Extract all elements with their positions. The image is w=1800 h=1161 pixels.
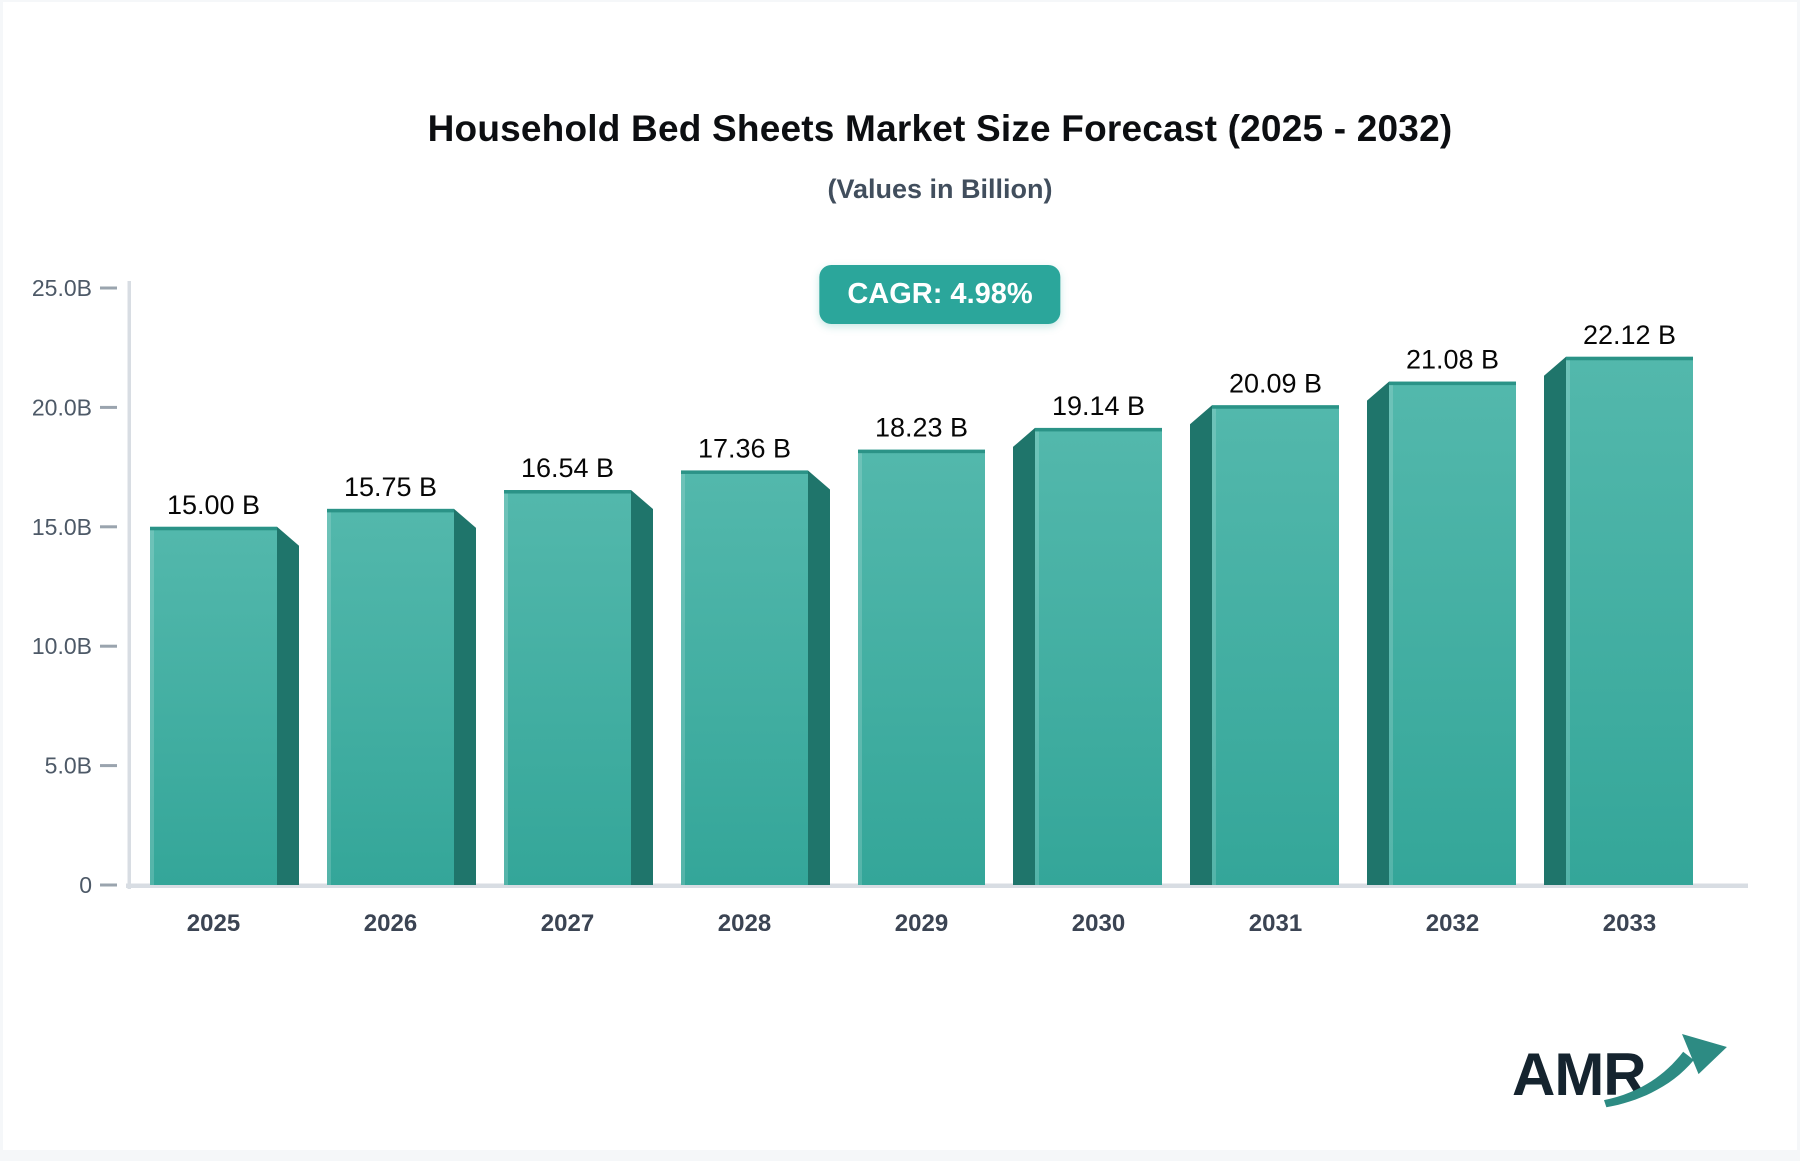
bar-front-face bbox=[150, 526, 277, 885]
bar-top-edge bbox=[681, 470, 808, 474]
bar-2027[interactable]: 16.54 B bbox=[504, 453, 653, 885]
bar-front-face bbox=[1212, 405, 1339, 885]
bar-side-face bbox=[277, 526, 299, 885]
bar-value-label: 22.12 B bbox=[1583, 320, 1676, 350]
bar-side-face bbox=[454, 508, 476, 885]
x-axis-label-2032: 2032 bbox=[1426, 910, 1479, 937]
bar-2030[interactable]: 19.14 B bbox=[1013, 391, 1162, 885]
bar-front-face bbox=[1035, 427, 1162, 885]
bar-left-highlight bbox=[150, 530, 154, 885]
bar-value-label: 20.09 B bbox=[1229, 368, 1322, 398]
bar-front-face bbox=[1566, 356, 1693, 885]
bar-2032[interactable]: 21.08 B bbox=[1367, 345, 1516, 885]
y-axis-tick bbox=[100, 883, 117, 887]
x-axis-label-2031: 2031 bbox=[1249, 910, 1302, 937]
bar-value-label: 18.23 B bbox=[875, 413, 968, 443]
bar-value-label: 16.54 B bbox=[521, 453, 614, 483]
bar-side-face bbox=[1544, 356, 1566, 885]
bar-2033[interactable]: 22.12 B bbox=[1544, 320, 1693, 885]
bar-front-face bbox=[1389, 381, 1516, 885]
chart-title: Household Bed Sheets Market Size Forecas… bbox=[427, 108, 1453, 149]
bar-value-label: 17.36 B bbox=[698, 433, 791, 463]
y-axis-tick bbox=[100, 286, 117, 290]
x-axis-label-2030: 2030 bbox=[1072, 910, 1125, 937]
bar-left-highlight bbox=[681, 473, 685, 885]
bar-value-label: 15.75 B bbox=[344, 472, 437, 502]
bar-top-edge bbox=[327, 508, 454, 513]
x-axis-label-2027: 2027 bbox=[541, 910, 594, 937]
bar-left-highlight bbox=[858, 453, 862, 885]
bar-value-label: 19.14 B bbox=[1052, 391, 1145, 421]
y-axis-tick bbox=[100, 525, 117, 529]
chart-subtitle: (Values in Billion) bbox=[827, 174, 1053, 204]
y-axis-tick-label: 25.0B bbox=[32, 275, 92, 301]
bar-2029[interactable]: 18.23 B bbox=[858, 413, 985, 885]
y-axis-tick-label: 20.0B bbox=[32, 394, 92, 420]
y-axis-line bbox=[127, 281, 131, 889]
bar-2026[interactable]: 15.75 B bbox=[327, 472, 476, 885]
bar-2025[interactable]: 15.00 B bbox=[150, 490, 299, 885]
y-axis-tick-label: 0 bbox=[79, 872, 92, 898]
x-axis-label-2026: 2026 bbox=[364, 910, 417, 937]
bar-front-face bbox=[504, 490, 631, 885]
y-axis-tick bbox=[100, 764, 117, 768]
bar-top-edge bbox=[858, 449, 985, 454]
bar-2028[interactable]: 17.36 B bbox=[681, 433, 830, 885]
growth-arrow-icon bbox=[1604, 1034, 1727, 1108]
x-axis-label-2029: 2029 bbox=[895, 910, 948, 937]
x-axis-line bbox=[126, 883, 1748, 888]
y-axis-tick bbox=[100, 644, 117, 648]
bar-top-edge bbox=[1566, 356, 1693, 361]
bar-top-edge bbox=[504, 490, 631, 494]
bar-left-highlight bbox=[1566, 360, 1570, 885]
y-axis-tick-label: 15.0B bbox=[32, 514, 92, 540]
bar-top-edge bbox=[1212, 405, 1339, 409]
bar-top-edge bbox=[150, 526, 277, 531]
bar-2031[interactable]: 20.09 B bbox=[1190, 368, 1339, 885]
bar-side-face bbox=[1013, 427, 1035, 885]
y-axis-tick bbox=[100, 405, 117, 409]
bar-value-label: 15.00 B bbox=[167, 490, 260, 520]
cagr-badge: CAGR: 4.98% bbox=[819, 265, 1061, 324]
bar-left-highlight bbox=[1212, 408, 1216, 885]
bar-top-edge bbox=[1389, 381, 1516, 386]
bar-side-face bbox=[808, 470, 830, 885]
y-axis-tick-label: 5.0B bbox=[45, 753, 92, 779]
bar-front-face bbox=[858, 449, 985, 885]
bar-top-edge bbox=[1035, 427, 1162, 432]
bar-value-label: 21.08 B bbox=[1406, 345, 1499, 375]
x-axis-label-2028: 2028 bbox=[718, 910, 771, 937]
amr-logo[interactable]: AMR bbox=[1512, 1034, 1742, 1120]
bar-left-highlight bbox=[1389, 385, 1393, 885]
bar-front-face bbox=[681, 470, 808, 885]
bar-left-highlight bbox=[327, 512, 331, 885]
bar-side-face bbox=[1367, 381, 1389, 885]
bar-side-face bbox=[1190, 405, 1212, 885]
bar-front-face bbox=[327, 508, 454, 885]
x-axis-label-2025: 2025 bbox=[187, 910, 240, 937]
x-axis-label-2033: 2033 bbox=[1603, 910, 1656, 937]
bar-left-highlight bbox=[1035, 431, 1039, 885]
y-axis-tick-label: 10.0B bbox=[32, 633, 92, 659]
bar-side-face bbox=[631, 490, 653, 885]
bar-left-highlight bbox=[504, 493, 508, 885]
